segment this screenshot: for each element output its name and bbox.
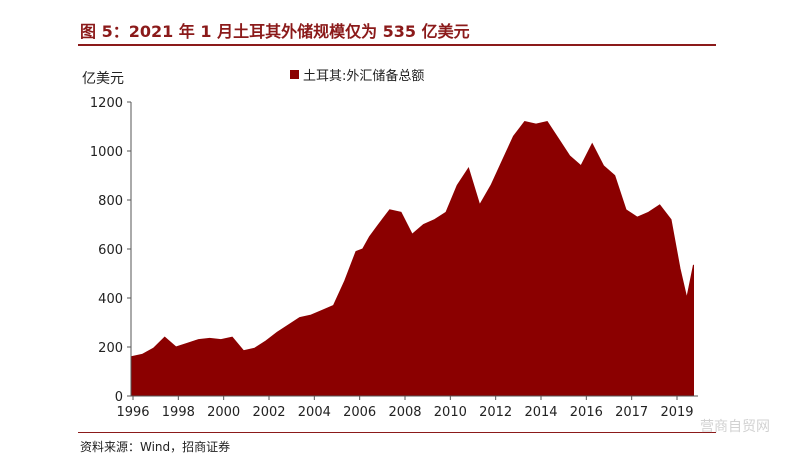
x-tick-label: 2000 (207, 405, 240, 420)
x-tick-label: 2014 (524, 405, 557, 420)
y-tick-label: 400 (98, 292, 123, 307)
series-area (130, 121, 694, 397)
x-tick-label: 2010 (434, 405, 467, 420)
title-rule (78, 44, 716, 46)
x-tick-label: 2016 (570, 405, 603, 420)
legend-label: 土耳其:外汇储备总额 (303, 69, 425, 84)
y-tick-label: 200 (98, 341, 123, 356)
watermark-text: 营商自贸网 (700, 419, 770, 435)
y-tick-label: 0 (115, 390, 123, 405)
x-tick-label: 2017 (615, 405, 648, 420)
x-tick-label: 1996 (116, 405, 149, 420)
y-tick-label: 800 (98, 194, 123, 209)
x-tick-label: 2012 (479, 405, 512, 420)
chart-legend: 土耳其:外汇储备总额 (290, 65, 424, 84)
source-note: 资料来源：Wind，招商证券 (80, 440, 231, 454)
x-tick-label: 2019 (660, 405, 693, 420)
x-tick-label: 2002 (252, 405, 285, 420)
x-tick-label: 2008 (388, 405, 421, 420)
y-tick-label: 1000 (90, 145, 123, 160)
y-tick-label: 600 (98, 243, 123, 258)
figure-title: 图 5：2021 年 1 月土耳其外储规模仅为 535 亿美元 (80, 22, 470, 41)
source-rule (78, 432, 716, 433)
y-tick-label: 1200 (90, 96, 123, 111)
legend-swatch (290, 70, 299, 79)
x-tick-label: 2004 (298, 405, 331, 420)
x-tick-label: 2006 (343, 405, 376, 420)
y-axis-unit-label: 亿美元 (82, 71, 124, 87)
x-tick-label: 1998 (162, 405, 195, 420)
